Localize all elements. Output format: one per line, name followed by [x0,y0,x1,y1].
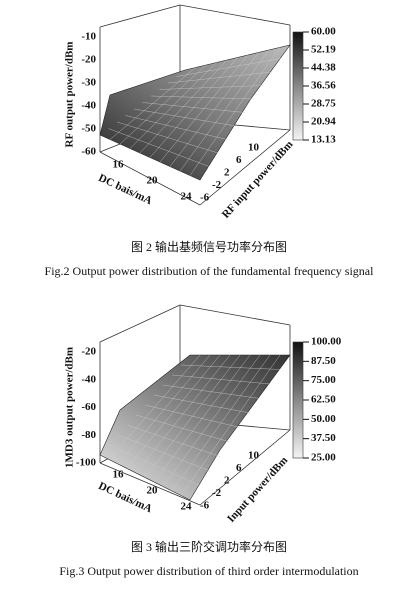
z-axis-label: 1MD3 output power/dBm [64,347,76,468]
z-tick-label: -30 [81,77,96,89]
surface-mesh [144,404,241,428]
colorbar [292,31,304,141]
y-tick-label: 10 [248,450,260,462]
box-edge [99,151,201,206]
caption-en: Fig.3 Output power distribution of third… [59,564,358,578]
surface-mesh [176,58,282,77]
box-edge [179,4,291,26]
colorbar-tick-label: 50.00 [311,413,336,425]
x-tick-label: 24 [181,191,193,203]
surface-mesh [171,374,271,385]
x-tick-label: 24 [181,501,193,513]
colorbar-tick-label: 13.13 [311,134,336,146]
y-tick-label: 6 [236,154,242,166]
y-tick-label: 10 [248,142,260,154]
surface-mesh [162,384,261,399]
caption-cn: 图 3 输出三阶交调功率分布图 [131,539,287,554]
colorbar-tick-label: 52.19 [311,44,336,56]
colorbar [292,341,304,459]
y-tick-label: -2 [212,179,222,191]
surface-mesh [159,54,249,163]
y-tick-label: 2 [224,167,230,179]
y-tick-label: 2 [224,475,230,487]
y-tick-label: -6 [200,500,210,512]
colorbar-tick-label: 25.00 [311,452,336,464]
surface-mesh [171,354,271,492]
colorbar-tick-label: 28.75 [311,98,336,110]
z-tick-label: -20 [81,346,96,358]
colorbar-tick-label: 20.94 [311,116,336,128]
box-edge [99,462,201,506]
box-edge [99,4,181,28]
x-tick-label: 16 [113,469,125,481]
box-edge [179,304,291,326]
box-edge [99,304,181,343]
surface-mesh [153,354,251,483]
colorbar-tick-label: 36.56 [311,80,336,92]
surface-mesh [167,71,273,84]
colorbar-tick-label: 75.00 [311,374,336,386]
z-tick-label: -40 [81,100,96,112]
surface-mesh [189,47,280,176]
surface [99,44,291,181]
x-tick-label: 20 [147,175,159,187]
surface-mesh [180,364,281,370]
figure: -10 -20 -30 -40 -50 -60 RF output power/dBm 16 2… [45,4,375,278]
x-tick-label: 20 [147,485,159,497]
z-axis-label: RF output power/dBm [64,42,76,148]
surface-mesh [162,354,261,487]
surface-mesh [142,102,246,113]
z-tick-label: -100 [76,457,97,469]
surface-mesh [150,95,255,100]
surface-mesh [179,49,270,172]
x-axis-label: DC bais/mA [96,480,153,515]
surface-mesh [153,394,251,414]
box-edge [199,129,291,206]
y-tick-label: 6 [236,462,242,474]
surface-mesh [169,52,259,167]
x-tick-label: 16 [113,159,125,171]
caption-cn: 图 2 输出基频信号功率分布图 [131,239,287,254]
z-tick-label: -60 [81,146,96,158]
colorbar-tick-label: 87.50 [311,355,336,367]
colorbar-tick-label: 62.50 [311,394,336,406]
y-tick-label: -2 [212,487,222,499]
colorbar-tick-label: 100.00 [311,336,342,348]
y-axis-label: Input power/dBm [225,454,290,524]
colorbar-tick-label: 37.50 [311,432,336,444]
z-tick-label: -60 [81,401,96,413]
colorbar-tick-label: 60.00 [311,26,336,38]
colorbar-tick-label: 44.38 [311,62,336,74]
z-tick-label: -40 [81,373,96,385]
z-tick-label: -10 [81,31,96,43]
surface-mesh [180,354,281,496]
caption-en: Fig.2 Output power distribution of the f… [45,264,375,278]
x-axis-label: DC bais/mA [96,172,153,207]
surface-mesh [159,85,264,90]
box-edge [199,429,291,506]
z-tick-label: -20 [81,54,96,66]
y-tick-label: -6 [200,192,210,204]
z-tick-label: -50 [81,123,96,135]
z-tick-label: -80 [81,429,96,441]
